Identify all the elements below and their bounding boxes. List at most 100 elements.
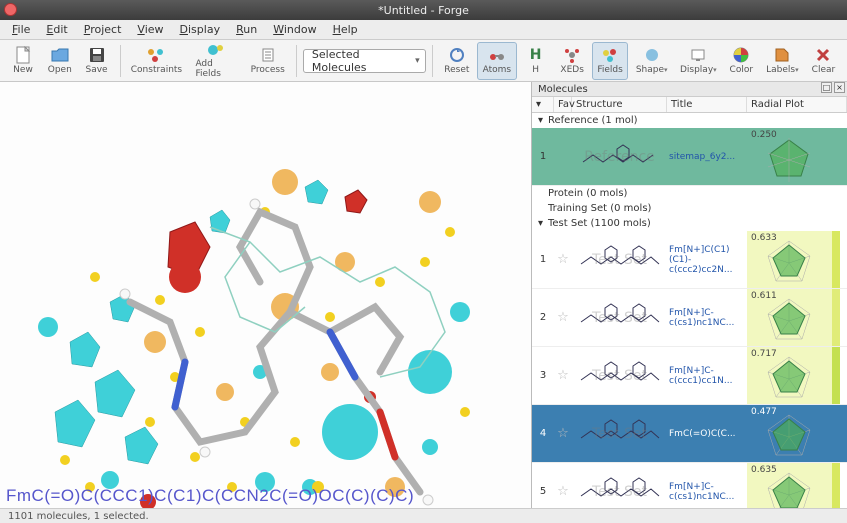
process-button[interactable]: Process [245,42,290,80]
reset-button[interactable]: Reset [439,42,476,80]
menu-help[interactable]: Help [325,21,366,38]
clear-icon [814,46,832,64]
col-fav[interactable]: Fav [554,97,572,112]
menu-project[interactable]: Project [76,21,130,38]
panel-title: Molecules [538,84,588,95]
menubar: File Edit Project View Display Run Windo… [0,20,847,40]
radial-plot: 0.635 [747,463,832,508]
xeds-button[interactable]: XEDs [555,42,590,80]
table-row[interactable]: 4☆Test SetFmC(=O)C(C...0.477 [532,405,847,463]
new-button[interactable]: New [6,42,40,80]
row-title: Fm[N+]C(C1)(C1)-c(ccc2)cc2N... [667,231,747,288]
shape-icon [643,46,661,64]
table-row[interactable]: 1☆Test SetFm[N+]C(C1)(C1)-c(ccc2)cc2N...… [532,231,847,289]
row-title: sitemap_6y2... [667,128,747,185]
molecules-panel: Molecules □ × ▾ Fav Structure Title Radi… [532,82,847,508]
constraints-button[interactable]: Constraints [126,42,186,80]
col-title[interactable]: Title [667,97,747,112]
separator [432,45,433,77]
fav-star-icon[interactable]: ☆ [554,463,572,508]
panel-header: Molecules □ × [532,82,847,97]
radial-plot: 0.477 [747,405,832,462]
reference-row[interactable]: 1 Reference sitemap_6y2... 0.250 [532,128,847,186]
column-headers: ▾ Fav Structure Title Radial Plot [532,97,847,113]
menu-window[interactable]: Window [265,21,324,38]
row-title: FmC(=O)C(C... [667,405,747,462]
structure-thumb: Test Set [572,289,667,346]
row-title: Fm[N+]C-c(cs1)nc1NC... [667,289,747,346]
structure-thumb: Test Set [572,463,667,508]
toolbar: New Open Save Constraints Add Fields Pro… [0,40,847,82]
window-title: *Untitled - Forge [378,4,469,17]
fav-star-icon[interactable]: ☆ [554,231,572,288]
table-row[interactable]: 5☆Test SetFm[N+]C-c(cs1)nc1NC...0.635 [532,463,847,508]
open-button[interactable]: Open [42,42,78,80]
panel-float-icon[interactable]: □ [821,82,832,93]
separator [296,45,297,77]
radial-plot: 0.611 [747,289,832,346]
fields-button[interactable]: Fields [592,42,629,80]
panel-controls: □ × [821,82,845,93]
group-protein[interactable]: Protein (0 mols) [532,186,847,201]
menu-run[interactable]: Run [228,21,265,38]
table-row[interactable]: 2☆Test SetFm[N+]C-c(cs1)nc1NC...0.611 [532,289,847,347]
structure-thumb: Test Set [572,405,667,462]
row-title: Fm[N+]C-c(ccc1)cc1N... [667,347,747,404]
fields-icon [601,46,619,64]
color-button[interactable]: Color [724,42,759,80]
constraints-icon [147,46,165,64]
fav-star-icon[interactable]: ☆ [554,289,572,346]
menu-file[interactable]: File [4,21,38,38]
molecule-render [0,82,532,508]
menu-view[interactable]: View [129,21,171,38]
radial-plot: 0.250 [747,128,832,185]
3d-viewport[interactable]: FmC(=O)C(CCC1)C(C1)C(CCN2C(=O)OC(C)(C)C) [0,82,532,508]
col-structure[interactable]: Structure [572,97,667,112]
file-icon [14,46,32,64]
structure-thumb: Test Set [572,231,667,288]
statusbar: 1101 molecules, 1 selected. [0,508,847,523]
folder-icon [51,46,69,64]
h-icon: H [527,46,545,64]
titlebar: *Untitled - Forge [0,0,847,20]
group-testset[interactable]: ▾Test Set (1100 mols) [532,216,847,231]
color-icon [732,46,750,64]
menu-edit[interactable]: Edit [38,21,75,38]
radial-plot: 0.717 [747,347,832,404]
clear-button[interactable]: Clear [806,42,841,80]
structure-thumb: Test Set [572,347,667,404]
display-icon [689,46,707,64]
structure-thumb: Reference [572,128,667,185]
separator [120,45,121,77]
status-text: 1101 molecules, 1 selected. [8,511,149,522]
menu-display[interactable]: Display [172,21,229,38]
atoms-icon [488,46,506,64]
smiles-string: FmC(=O)C(CCC1)C(C1)C(CCN2C(=O)OC(C)(C)C) [6,486,414,506]
xeds-icon [563,46,581,64]
shape-button[interactable]: Shape▾ [630,42,672,80]
process-icon [259,46,277,64]
reset-icon [448,46,466,64]
labels-icon [773,46,791,64]
row-title: Fm[N+]C-c(cs1)nc1NC... [667,463,747,508]
radial-plot: 0.633 [747,231,832,288]
table-row[interactable]: 3☆Test SetFm[N+]C-c(ccc1)cc1N...0.717 [532,347,847,405]
group-reference[interactable]: ▾Reference (1 mol) [532,113,847,128]
addfields-button[interactable]: Add Fields [188,42,243,80]
addfields-icon [207,42,225,58]
col-expand[interactable]: ▾ [532,97,554,112]
fav-star-icon[interactable]: ☆ [554,405,572,462]
molecule-tree[interactable]: ▾Reference (1 mol) 1 Reference sitemap_6… [532,113,847,508]
selection-dropdown[interactable]: Selected Molecules [303,49,426,73]
group-training[interactable]: Training Set (0 mols) [532,201,847,216]
save-button[interactable]: Save [80,42,114,80]
fav-icon[interactable] [554,128,572,185]
fav-star-icon[interactable]: ☆ [554,347,572,404]
display-button[interactable]: Display▾ [675,42,722,80]
close-icon[interactable] [4,3,17,16]
panel-close-icon[interactable]: × [834,82,845,93]
h-button[interactable]: HH [519,42,553,80]
labels-button[interactable]: Labels▾ [761,42,804,80]
atoms-button[interactable]: Atoms [477,42,517,80]
col-radial[interactable]: Radial Plot [747,97,847,112]
